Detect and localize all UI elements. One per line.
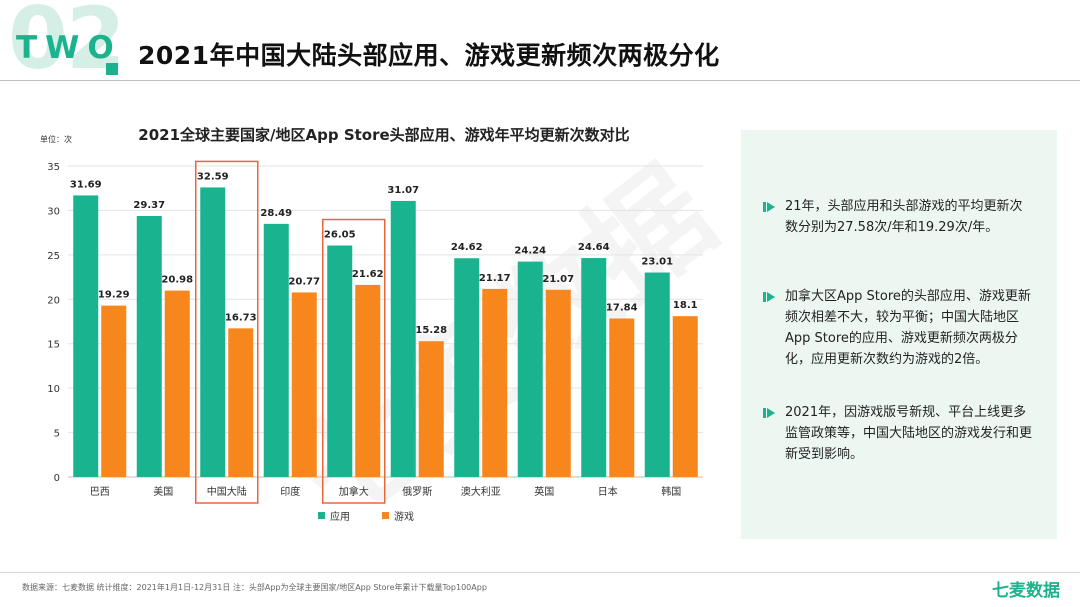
bar-app bbox=[263, 223, 289, 477]
play-bullet-icon bbox=[763, 292, 775, 302]
data-label-app: 24.64 bbox=[578, 242, 610, 253]
insight-text: 2021年，因游戏版号新规、平台上线更多监管政策等，中国大陆地区的游戏发行和更新… bbox=[785, 405, 1033, 462]
bar-game bbox=[609, 318, 635, 477]
data-label-game: 20.77 bbox=[288, 276, 320, 287]
data-label-game: 18.1 bbox=[673, 300, 698, 311]
bar-game bbox=[482, 288, 508, 477]
bar-chart: 0 5 10 15 20 25 30 35 31.69 19.29 巴西 29.37 20.98 美国 32… bbox=[47, 160, 703, 523]
y-tick-label: 10 bbox=[47, 384, 60, 395]
x-tick-label: 英国 bbox=[534, 485, 554, 498]
bar-app bbox=[327, 245, 353, 477]
data-label-game: 21.62 bbox=[352, 269, 384, 280]
bar-game bbox=[672, 316, 698, 477]
legend-label-app: 应用 bbox=[330, 510, 350, 523]
data-label-app: 24.24 bbox=[514, 246, 546, 257]
header-divider bbox=[0, 80, 1080, 81]
data-label-app: 31.69 bbox=[70, 179, 102, 190]
data-label-game: 15.28 bbox=[415, 325, 447, 336]
data-label-game: 21.07 bbox=[542, 274, 574, 285]
chart-title: 2021全球主要国家/地区App Store头部应用、游戏年平均更新次数对比 bbox=[138, 126, 630, 144]
x-tick-label: 中国大陆 bbox=[207, 485, 247, 498]
bar-game bbox=[418, 341, 444, 477]
footer-divider bbox=[0, 572, 1080, 573]
data-label-app: 31.07 bbox=[387, 185, 419, 196]
x-tick-label: 澳大利亚 bbox=[461, 485, 501, 498]
bar-app bbox=[517, 261, 543, 477]
insight-item: 21年，头部应用和头部游戏的平均更新次数分别为27.58次/年和19.29次/年… bbox=[763, 196, 1035, 238]
y-tick-label: 15 bbox=[47, 340, 60, 351]
legend-label-game: 游戏 bbox=[394, 510, 414, 523]
bar-app bbox=[581, 258, 607, 477]
bar-game bbox=[355, 284, 381, 477]
bar-app bbox=[136, 216, 162, 478]
bar-game bbox=[291, 292, 317, 477]
data-label-app: 32.59 bbox=[197, 171, 229, 182]
y-tick-label: 35 bbox=[47, 162, 60, 173]
y-axis-unit-label: 单位：次 bbox=[40, 135, 72, 144]
data-label-game: 21.17 bbox=[479, 273, 511, 284]
y-tick-label: 30 bbox=[47, 206, 60, 217]
insight-text: 21年，头部应用和头部游戏的平均更新次数分别为27.58次/年和19.29次/年… bbox=[785, 199, 1023, 235]
play-bullet-icon bbox=[763, 202, 775, 212]
page-title: 2021年中国大陆头部应用、游戏更新频次两极分化 bbox=[138, 41, 720, 70]
x-tick-label: 韩国 bbox=[661, 485, 681, 498]
x-tick-label: 印度 bbox=[280, 485, 300, 498]
x-tick-label: 俄罗斯 bbox=[402, 485, 432, 498]
insight-text: 加拿大区App Store的头部应用、游戏更新频次相差不大，较为平衡；中国大陆地… bbox=[785, 289, 1031, 367]
y-tick-label: 0 bbox=[54, 473, 60, 484]
bar-app bbox=[644, 272, 670, 477]
data-label-game: 17.84 bbox=[606, 302, 638, 313]
section-label: TWO bbox=[16, 30, 122, 66]
data-label-app: 28.49 bbox=[260, 208, 292, 219]
insight-item: 加拿大区App Store的头部应用、游戏更新频次相差不大，较为平衡；中国大陆地… bbox=[763, 286, 1035, 370]
data-label-app: 29.37 bbox=[133, 200, 165, 211]
highlight-box bbox=[195, 160, 259, 504]
data-label-app: 26.05 bbox=[324, 230, 356, 241]
insights-panel: 21年，头部应用和头部游戏的平均更新次数分别为27.58次/年和19.29次/年… bbox=[741, 130, 1057, 539]
x-tick-label: 巴西 bbox=[90, 486, 110, 498]
bar-game bbox=[545, 289, 571, 477]
data-label-game: 20.98 bbox=[161, 275, 193, 286]
data-label-game: 19.29 bbox=[98, 290, 130, 301]
y-tick-label: 20 bbox=[47, 295, 60, 306]
brand-logo-text: 七麦数据 bbox=[992, 581, 1060, 601]
data-label-game: 16.73 bbox=[225, 312, 257, 323]
highlight-box bbox=[322, 218, 386, 504]
data-source-note: 数据来源：七麦数据 统计维度：2021年1月1日-12月31日 注：头部App为… bbox=[22, 583, 487, 592]
bar-app bbox=[454, 258, 480, 477]
insight-item: 2021年，因游戏版号新规、平台上线更多监管政策等，中国大陆地区的游戏发行和更新… bbox=[763, 402, 1035, 465]
x-tick-label: 日本 bbox=[598, 485, 618, 498]
section-accent-square bbox=[106, 63, 118, 75]
bar-app bbox=[390, 200, 416, 478]
x-tick-label: 加拿大 bbox=[339, 485, 369, 498]
bar-app bbox=[73, 195, 99, 477]
data-label-app: 23.01 bbox=[641, 257, 673, 268]
bar-game bbox=[228, 328, 254, 477]
bar-game bbox=[164, 290, 190, 477]
x-tick-label: 美国 bbox=[153, 485, 173, 498]
legend-swatch-game bbox=[382, 512, 389, 519]
bar-app bbox=[200, 187, 226, 478]
play-bullet-icon bbox=[763, 408, 775, 418]
legend-swatch-app bbox=[318, 512, 325, 519]
bar-game bbox=[101, 305, 127, 477]
data-label-app: 24.62 bbox=[451, 242, 483, 253]
y-tick-label: 25 bbox=[47, 251, 60, 262]
y-tick-label: 5 bbox=[54, 429, 60, 440]
